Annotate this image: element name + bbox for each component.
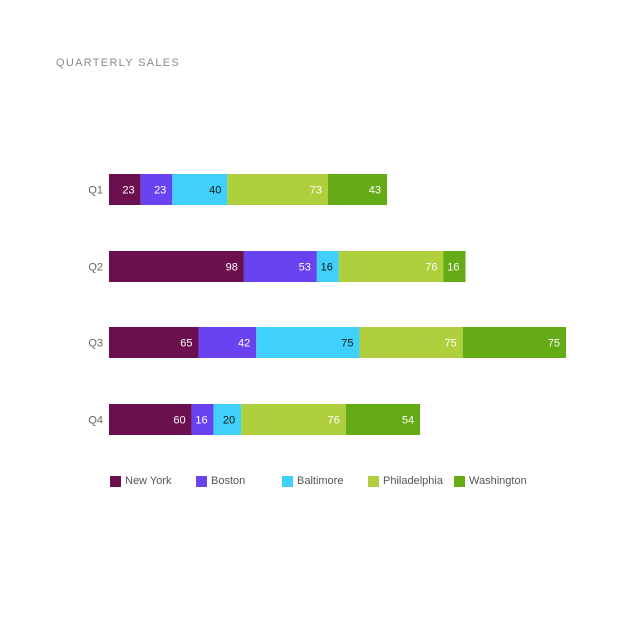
bar-segment-q2-new-york (109, 251, 244, 282)
legend-swatch-washington (454, 475, 465, 487)
legend-item-philadelphia: Philadelphia (368, 475, 454, 487)
bar-segment-q4-washington (345, 404, 421, 435)
legend-swatch-philadelphia (368, 475, 379, 487)
data-label-q4-boston: 16 (195, 415, 207, 427)
data-label-q1-baltimore: 40 (209, 185, 221, 197)
legend-label-new-york: New York (125, 475, 172, 487)
bar-segment-q1-philadelphia (227, 174, 328, 205)
bar-segment-q3-boston (198, 327, 257, 358)
data-label-q3-philadelphia: 75 (445, 338, 457, 350)
legend-item-new-york: New York (110, 475, 196, 487)
category-label-q1: Q1 (88, 185, 103, 197)
legend-label-boston: Boston (211, 475, 246, 487)
data-label-q3-washington: 75 (548, 338, 560, 350)
data-label-q4-washington: 54 (402, 415, 414, 427)
legend-swatch-boston (196, 475, 207, 487)
data-label-q2-new-york: 98 (226, 262, 238, 274)
data-label-q1-boston: 23 (154, 185, 166, 197)
data-label-q2-washington: 16 (447, 262, 459, 274)
bar-segment-q1-washington (327, 174, 388, 205)
category-label-q3: Q3 (88, 338, 103, 350)
data-label-q2-philadelphia: 76 (425, 262, 437, 274)
bar-segment-q3-baltimore (256, 327, 360, 358)
category-label-q4: Q4 (88, 415, 103, 427)
bar-segment-q2-baltimore (316, 251, 339, 282)
data-label-q4-new-york: 60 (173, 415, 185, 427)
bar-segment-q1-baltimore (172, 174, 228, 205)
bar-segment-q3-philadelphia (359, 327, 463, 358)
legend-item-baltimore: Baltimore (282, 475, 368, 487)
bar-segment-q1-boston (140, 174, 173, 205)
data-label-q4-baltimore: 20 (223, 415, 235, 427)
chart-title: QUARTERLY SALES (56, 57, 181, 69)
chart-legend: New York Boston Baltimore Philadelphia Washi… (110, 475, 540, 487)
legend-swatch-baltimore (282, 475, 293, 487)
data-label-q3-boston: 42 (238, 338, 250, 350)
bar-segment-q3-new-york (109, 327, 199, 358)
bar-segment-q4-philadelphia (241, 404, 346, 435)
data-label-q4-philadelphia: 76 (328, 415, 340, 427)
bar-segment-q3-washington (462, 327, 566, 358)
legend-label-washington: Washington (469, 475, 527, 487)
legend-item-washington: Washington (454, 475, 540, 487)
data-label-q1-washington: 43 (369, 185, 381, 197)
data-label-q1-philadelphia: 73 (310, 185, 322, 197)
data-label-q2-boston: 53 (299, 262, 311, 274)
data-label-q2-baltimore: 16 (321, 262, 333, 274)
legend-label-baltimore: Baltimore (297, 475, 344, 487)
legend-swatch-new-york (110, 475, 121, 487)
bar-segment-q1-new-york (109, 174, 141, 205)
data-label-q3-baltimore: 75 (341, 338, 353, 350)
category-label-q2: Q2 (88, 262, 103, 274)
bar-segment-q4-boston (191, 404, 214, 435)
data-label-q3-new-york: 65 (180, 338, 192, 350)
legend-item-boston: Boston (196, 475, 282, 487)
bar-segment-q4-new-york (109, 404, 192, 435)
bar-segment-q2-boston (243, 251, 317, 282)
bar-segment-q2-washington (443, 251, 466, 282)
data-label-q1-new-york: 23 (122, 185, 134, 197)
bar-segment-q2-philadelphia (338, 251, 444, 282)
bar-segment-q4-baltimore (213, 404, 242, 435)
legend-label-philadelphia: Philadelphia (383, 475, 443, 487)
